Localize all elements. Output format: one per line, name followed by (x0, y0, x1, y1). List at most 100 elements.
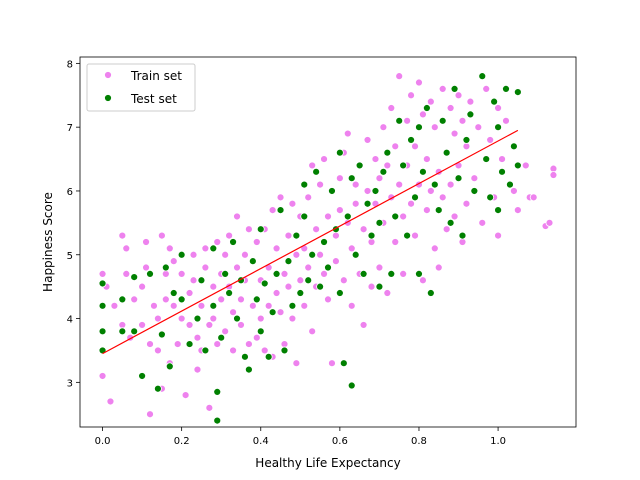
test-point (241, 352, 249, 361)
points-layer (98, 72, 558, 425)
y-tick-label: 7 (67, 123, 73, 134)
test-point (466, 110, 475, 119)
test-point (256, 327, 265, 336)
train-point (387, 104, 396, 112)
train-point (138, 282, 147, 291)
test-point (438, 116, 447, 125)
train-point (494, 104, 502, 112)
test-point (339, 359, 348, 368)
train-point (316, 180, 324, 189)
train-point (280, 340, 289, 348)
test-point (288, 301, 297, 310)
train-point (347, 244, 356, 253)
train-point (426, 97, 435, 106)
train-point (442, 225, 451, 234)
test-point (138, 372, 147, 380)
train-point (189, 250, 198, 259)
train-point (549, 171, 558, 179)
train-point (430, 123, 439, 132)
test-point (411, 193, 419, 202)
train-point (221, 250, 230, 259)
train-point (229, 308, 237, 317)
plot-area-frame (79, 56, 577, 428)
test-point (244, 365, 253, 374)
train-point (161, 295, 170, 304)
x-tick-label: 1.0 (490, 436, 506, 447)
x-tick-label: 0.8 (411, 436, 427, 447)
test-point (276, 206, 285, 215)
test-point (379, 167, 388, 176)
test-point (442, 148, 451, 157)
test-point (506, 180, 514, 189)
test-point (494, 123, 502, 132)
train-point (494, 231, 502, 240)
test-point (399, 161, 408, 170)
train-point (272, 244, 281, 253)
test-point (252, 295, 261, 304)
train-point (169, 257, 178, 266)
x-axis-label: Healthy Life Expectancy (255, 456, 400, 470)
test-point (217, 333, 226, 342)
test-point (320, 238, 328, 246)
test-point (422, 104, 431, 112)
train-point (154, 346, 162, 355)
test-point (490, 97, 499, 106)
train-point (260, 346, 269, 355)
train-point (118, 321, 127, 329)
train-point (328, 359, 336, 368)
test-point (146, 269, 154, 278)
train-point (209, 314, 218, 323)
y-tick-label: 8 (67, 59, 73, 70)
test-point (403, 231, 412, 240)
test-point (169, 289, 178, 297)
train-point (185, 321, 194, 329)
train-point (122, 269, 131, 278)
train-point (142, 263, 150, 272)
test-point (209, 244, 218, 253)
train-point (486, 136, 495, 144)
test-point (201, 346, 210, 355)
test-point (387, 269, 396, 278)
test-point (426, 289, 435, 297)
test-point (300, 180, 309, 189)
train-point (521, 161, 530, 170)
train-point (426, 187, 435, 195)
test-point (316, 282, 324, 291)
test-point (118, 327, 127, 336)
train-point (411, 231, 419, 240)
train-point (284, 231, 293, 240)
test-point (154, 384, 162, 393)
train-point (335, 206, 344, 215)
test-point (482, 155, 491, 163)
train-point (248, 301, 257, 310)
train-point (395, 72, 404, 81)
fit-line-layer (102, 129, 519, 355)
train-point (118, 231, 127, 240)
test-point (280, 346, 289, 355)
y-tick-label: 4 (67, 315, 73, 326)
test-point (213, 416, 222, 425)
train-point (419, 110, 427, 119)
train-point (106, 397, 115, 406)
y-tick-label: 6 (67, 187, 73, 198)
train-point (241, 250, 249, 259)
test-point (268, 308, 277, 317)
train-point (308, 327, 317, 336)
test-point (391, 212, 400, 221)
train-point (343, 129, 352, 138)
train-point (213, 238, 222, 246)
train-point (181, 391, 190, 400)
train-point (549, 164, 558, 173)
y-tick-label: 3 (67, 378, 73, 389)
test-point (478, 72, 487, 81)
train-point (300, 301, 309, 310)
test-point (264, 352, 273, 361)
legend-train-label: Train set (130, 69, 182, 83)
train-point (169, 301, 178, 310)
test-point (486, 193, 495, 202)
train-point (256, 314, 265, 323)
train-point (122, 244, 131, 253)
test-point (450, 85, 459, 93)
test-point (407, 136, 415, 144)
